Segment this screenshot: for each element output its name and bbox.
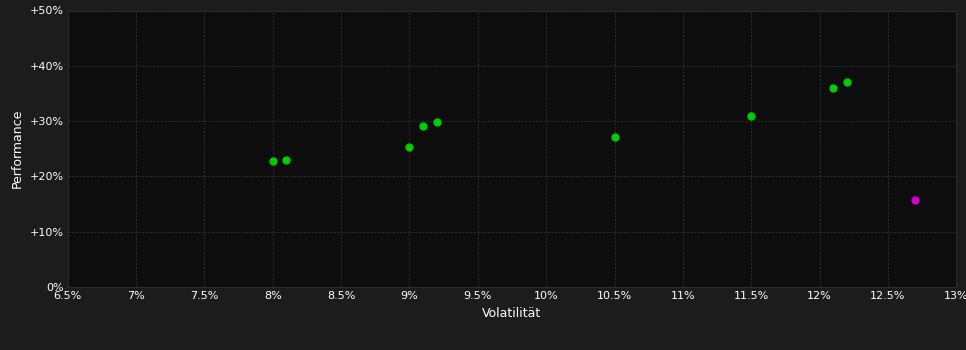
Point (607, 134, 622, 139)
Point (908, 197, 923, 202)
Point (744, 113, 759, 118)
Point (402, 144, 417, 149)
Point (429, 119, 444, 125)
Point (265, 158, 280, 164)
Y-axis label: Performance: Performance (11, 109, 24, 188)
Point (826, 85, 841, 91)
Point (839, 79, 855, 85)
Point (278, 157, 294, 163)
X-axis label: Volatilität: Volatilität (482, 307, 542, 320)
Point (415, 123, 431, 128)
